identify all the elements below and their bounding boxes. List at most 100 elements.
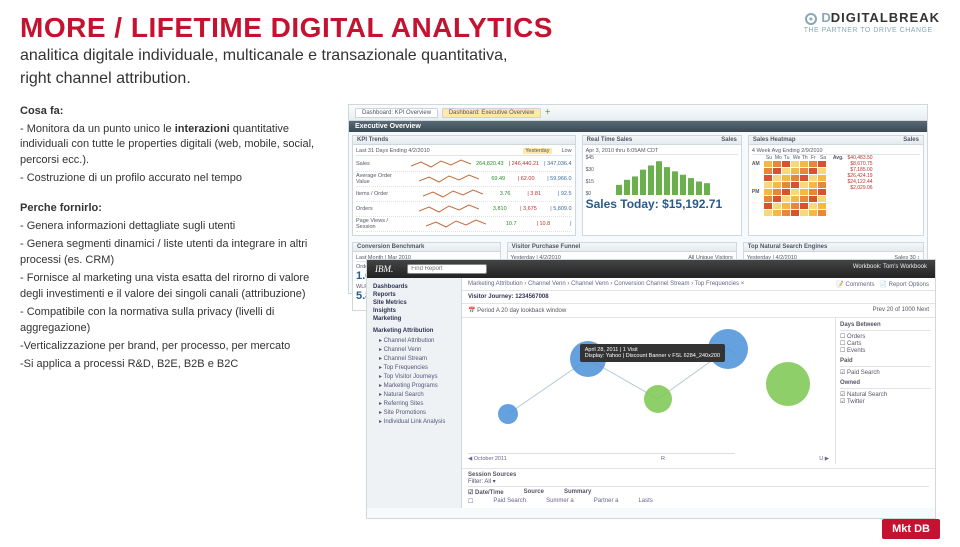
kpi-col-b: Low [562, 148, 572, 154]
flow-bubble[interactable] [498, 404, 518, 424]
sparkline-icon [423, 188, 483, 200]
breadcrumb[interactable]: Marketing Attribution › Channel Venn › C… [468, 281, 744, 287]
right-item[interactable]: ☐ Events [840, 347, 931, 354]
right-owned-1[interactable]: Twitter [847, 399, 865, 405]
kpi-row: Page Views / Session10.7| 10.8| [356, 217, 572, 232]
logo-name: DIGITALBREAK [831, 10, 940, 25]
realtime-bars [614, 155, 714, 195]
heat-amount: $8,670.75 [848, 161, 873, 167]
side-item[interactable]: ▸ Natural Search [373, 390, 455, 399]
perche-bullet: -Verticalizzazione per brand, per proces… [20, 339, 330, 355]
heat-amount: $40,483.50 [848, 155, 873, 161]
dashboard-title: Executive Overview [349, 121, 927, 132]
title-slash: / [114, 12, 131, 43]
kpi-row: Sales264,820.43| 246,440.21| 347,036.4 [356, 157, 572, 172]
side-item[interactable]: ▸ Site Promotions [373, 408, 455, 417]
kpi-row: Orders3,810| 3,675| 5,809.0 [356, 202, 572, 217]
ribbon-item[interactable]: Dashboards [373, 283, 455, 291]
kpi-sub: Last 31 Days Ending 4/2/2010 [356, 148, 430, 154]
rt-right: Sales [721, 137, 737, 143]
title-pre: MORE [20, 12, 114, 43]
panel-kpi-title: KPI Trends [357, 137, 388, 143]
perche-bullet: - Genera segmenti dinamici / liste utent… [20, 237, 330, 269]
panel-rt-title: Real Time Sales [587, 137, 633, 143]
pager[interactable]: Prev 20 of 1000 Next [873, 307, 929, 314]
right-owned-0[interactable]: Natural Search [847, 392, 887, 398]
side-item[interactable]: ▸ Top Visitor Journeys [373, 372, 455, 381]
ribbon-item[interactable]: Site Metrics [373, 299, 455, 307]
perche-bullet: - Fornisce al marketing una vista esatta… [20, 271, 330, 303]
sparkline-icon [419, 203, 479, 215]
ribbon-item[interactable]: Reports [373, 291, 455, 299]
side-nav: DashboardsReportsSite MetricsInsightsMar… [367, 278, 462, 508]
rt-ts: Apr 3, 2010 thru 6:05AM CDT [586, 148, 738, 155]
brand-logo: DDIGITALBREAK THE PARTNER TO DRIVE CHANG… [804, 10, 940, 34]
comments-link[interactable]: Comments [845, 282, 874, 288]
title-post: LIFETIME DIGITAL ANALYTICS [131, 12, 553, 43]
perche-bullet: - Compatibile con la normativa sulla pri… [20, 305, 330, 337]
logo-tagline: THE PARTNER TO DRIVE CHANGE [804, 27, 940, 34]
hover-tooltip: April 28, 2011 | 1 Visit Display: Yahoo … [580, 344, 725, 362]
right-item[interactable]: ☐ Orders [840, 333, 931, 340]
panel-heat-title: Sales Heatmap [753, 137, 796, 143]
subtitle-1: analitica digitale individuale, multican… [20, 46, 940, 67]
sparkline-icon [411, 158, 471, 170]
side-item[interactable]: ▸ Individual Link Analysis [373, 417, 455, 426]
ribbon-item[interactable]: Marketing [373, 315, 455, 323]
period[interactable]: Period A 20 day lookback window [477, 308, 566, 314]
side-item[interactable]: ▸ Channel Attribution [373, 336, 455, 345]
heat-sub: 4 Week Avg Ending 2/9/2010 [752, 148, 920, 155]
panel-conv-title: Conversion Benchmark [357, 244, 424, 250]
side-item[interactable]: ▸ Marketing Programs [373, 381, 455, 390]
right-paid: Paid [840, 358, 931, 367]
side-item[interactable]: ▸ Channel Venn [373, 345, 455, 354]
flow-viz: April 28, 2011 | 1 Visit Display: Yahoo … [468, 324, 735, 454]
rt-value: Sales Today: $15,192.71 [586, 197, 738, 211]
panel-seo-title: Top Natural Search Engines [748, 244, 828, 250]
heat-amount: $7,185.00 [848, 167, 873, 173]
sess-c1: Source [524, 489, 544, 496]
dashboard-attribution: IBM. Workbook: Tom's Workbook Dashboards… [366, 259, 936, 519]
side-group: Marketing Attribution [371, 327, 457, 335]
workbook-label: Workbook: Tom's Workbook [853, 264, 927, 274]
add-tab-icon[interactable]: ＋ [545, 110, 551, 116]
flow-bubble[interactable] [766, 362, 810, 406]
cosa-bullet: - Costruzione di un profilo accurato nel… [20, 171, 330, 187]
right-item[interactable]: ☐ Carts [840, 340, 931, 347]
sparkline-icon [419, 173, 479, 185]
report-options-link[interactable]: Report Options [889, 282, 929, 288]
heat-amount: $24,122.44 [848, 179, 873, 185]
right-paid-0[interactable]: Paid Search [847, 370, 880, 376]
flow-bubble[interactable] [644, 385, 672, 413]
logo-icon [804, 12, 818, 26]
side-item[interactable]: ▸ Top Frequencies [373, 363, 455, 372]
sess-r2: Partner a [594, 498, 619, 505]
sess-c2: Summary [564, 489, 591, 496]
right-title: Days Between [840, 322, 931, 331]
panel-funnel-title: Visitor Purchase Funnel [512, 244, 581, 250]
sess-r0: Paid Search [493, 498, 526, 505]
mkt-db-badge: Mkt DB [882, 519, 940, 539]
xaxis-mid: R [661, 456, 665, 462]
perche-bullet: -Si applica a processi R&D, B2E, B2B e B… [20, 357, 330, 373]
tab-kpi-overview[interactable]: Dashboard: KPI Overview [355, 108, 438, 118]
sess-r3: Lasts [638, 498, 652, 505]
side-item[interactable]: ▸ Referring Sites [373, 399, 455, 408]
find-report-input[interactable] [407, 264, 487, 274]
cosa-bullet: - Monitora da un punto unico le interazi… [20, 122, 330, 170]
cosa-title: Cosa fa: [20, 104, 330, 120]
sparkline-icon [426, 218, 486, 230]
perche-bullet: - Genera informazioni dettagliate sugli … [20, 219, 330, 235]
xaxis-start: October 2011 [474, 456, 507, 462]
heat-amount: $26,424.19 [848, 173, 873, 179]
subtitle-2: right channel attribution. [20, 69, 940, 90]
ribbon-item[interactable]: Insights [373, 307, 455, 315]
sess-filter[interactable]: Filter: All ▾ [468, 478, 929, 487]
tab-exec-overview[interactable]: Dashboard: Executive Overview [442, 108, 541, 118]
side-item[interactable]: ▸ Channel Stream [373, 354, 455, 363]
page-title: MORE / LIFETIME DIGITAL ANALYTICS [20, 12, 940, 44]
kpi-col-a: Yesterday [523, 148, 551, 154]
kpi-row: Items / Order3.76| 3.81| 92.5 [356, 187, 572, 202]
sess-r1: Summer a [546, 498, 574, 505]
xaxis-end: U [819, 456, 823, 462]
